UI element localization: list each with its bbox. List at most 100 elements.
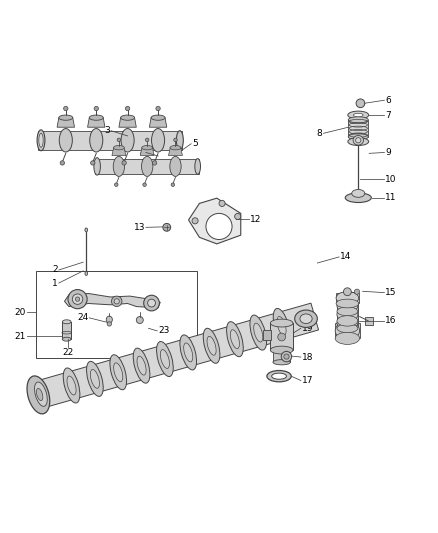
Ellipse shape: [267, 370, 291, 382]
Ellipse shape: [195, 158, 201, 174]
Bar: [337, 301, 358, 311]
Text: 15: 15: [385, 288, 397, 297]
Text: 13: 13: [134, 223, 145, 232]
Ellipse shape: [37, 130, 45, 151]
Circle shape: [343, 288, 351, 296]
Ellipse shape: [94, 158, 100, 175]
Ellipse shape: [273, 360, 290, 365]
Text: 19: 19: [302, 324, 313, 333]
Bar: [273, 349, 290, 362]
Ellipse shape: [272, 373, 286, 379]
Ellipse shape: [90, 369, 99, 389]
Ellipse shape: [352, 189, 365, 197]
Ellipse shape: [337, 316, 358, 326]
Circle shape: [284, 354, 289, 359]
Ellipse shape: [337, 306, 358, 322]
Circle shape: [143, 183, 146, 187]
Polygon shape: [39, 131, 182, 150]
Ellipse shape: [335, 321, 360, 340]
Ellipse shape: [184, 343, 193, 362]
Text: 20: 20: [14, 308, 26, 317]
Circle shape: [148, 299, 155, 307]
Ellipse shape: [35, 382, 47, 406]
Ellipse shape: [107, 322, 112, 326]
Ellipse shape: [353, 135, 364, 145]
Bar: [337, 308, 358, 321]
Ellipse shape: [337, 300, 358, 312]
Ellipse shape: [62, 337, 71, 341]
Ellipse shape: [114, 363, 123, 382]
Ellipse shape: [348, 134, 368, 140]
Text: 23: 23: [158, 326, 170, 335]
Circle shape: [174, 138, 177, 142]
Bar: [263, 330, 271, 341]
Ellipse shape: [90, 128, 103, 152]
Circle shape: [117, 138, 120, 142]
Ellipse shape: [59, 128, 72, 152]
Text: 14: 14: [340, 253, 351, 261]
Polygon shape: [64, 294, 160, 308]
Text: 11: 11: [385, 193, 397, 202]
Ellipse shape: [273, 309, 290, 343]
Circle shape: [144, 295, 159, 311]
Circle shape: [171, 183, 175, 187]
Ellipse shape: [336, 292, 359, 304]
Ellipse shape: [226, 321, 243, 357]
Ellipse shape: [277, 317, 286, 335]
Ellipse shape: [300, 314, 312, 324]
Ellipse shape: [348, 117, 368, 123]
Ellipse shape: [254, 323, 263, 342]
Text: 12: 12: [251, 215, 262, 224]
Ellipse shape: [353, 114, 363, 117]
Ellipse shape: [113, 156, 124, 176]
Ellipse shape: [87, 361, 103, 397]
Ellipse shape: [85, 228, 88, 232]
Ellipse shape: [137, 356, 146, 375]
Circle shape: [91, 161, 95, 165]
Polygon shape: [169, 148, 183, 156]
Ellipse shape: [357, 100, 363, 107]
Ellipse shape: [336, 299, 359, 308]
Circle shape: [156, 107, 160, 111]
Circle shape: [192, 218, 198, 224]
Circle shape: [356, 99, 365, 108]
Circle shape: [152, 161, 157, 165]
Ellipse shape: [113, 146, 124, 150]
Bar: [365, 317, 373, 325]
Circle shape: [75, 297, 80, 301]
Ellipse shape: [348, 138, 369, 146]
Ellipse shape: [67, 376, 76, 395]
Circle shape: [60, 161, 64, 165]
Ellipse shape: [180, 335, 197, 370]
Bar: [336, 293, 359, 303]
Ellipse shape: [170, 156, 181, 176]
Circle shape: [354, 289, 360, 294]
Polygon shape: [88, 118, 105, 127]
Ellipse shape: [27, 376, 50, 414]
Ellipse shape: [203, 328, 220, 364]
Bar: [270, 323, 293, 350]
Bar: [335, 323, 360, 338]
Ellipse shape: [63, 368, 80, 403]
Ellipse shape: [160, 350, 170, 368]
Text: 18: 18: [302, 352, 313, 361]
Ellipse shape: [142, 146, 152, 150]
Ellipse shape: [141, 156, 153, 176]
Ellipse shape: [36, 389, 43, 401]
Polygon shape: [35, 303, 318, 408]
Text: 2: 2: [53, 265, 58, 274]
Text: 22: 22: [62, 348, 73, 357]
Ellipse shape: [270, 346, 293, 354]
Text: 7: 7: [385, 110, 391, 119]
Circle shape: [64, 107, 68, 111]
Ellipse shape: [356, 138, 361, 143]
Bar: [36, 271, 197, 358]
Circle shape: [115, 183, 118, 187]
Circle shape: [206, 213, 232, 239]
Ellipse shape: [270, 319, 293, 327]
Ellipse shape: [85, 271, 88, 276]
Ellipse shape: [177, 131, 184, 150]
Ellipse shape: [335, 332, 360, 344]
Ellipse shape: [295, 310, 318, 327]
Ellipse shape: [133, 348, 150, 383]
